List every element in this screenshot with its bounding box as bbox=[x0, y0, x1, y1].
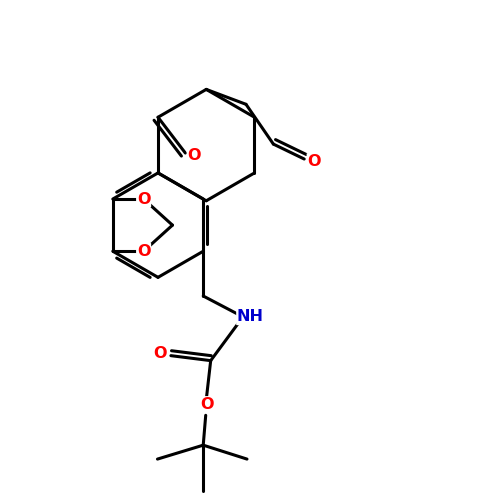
Text: O: O bbox=[188, 148, 201, 163]
Text: O: O bbox=[137, 244, 150, 258]
Text: O: O bbox=[153, 346, 166, 360]
Text: O: O bbox=[137, 192, 150, 206]
Text: NH: NH bbox=[237, 310, 264, 324]
Text: O: O bbox=[200, 397, 213, 412]
Text: O: O bbox=[308, 154, 321, 169]
